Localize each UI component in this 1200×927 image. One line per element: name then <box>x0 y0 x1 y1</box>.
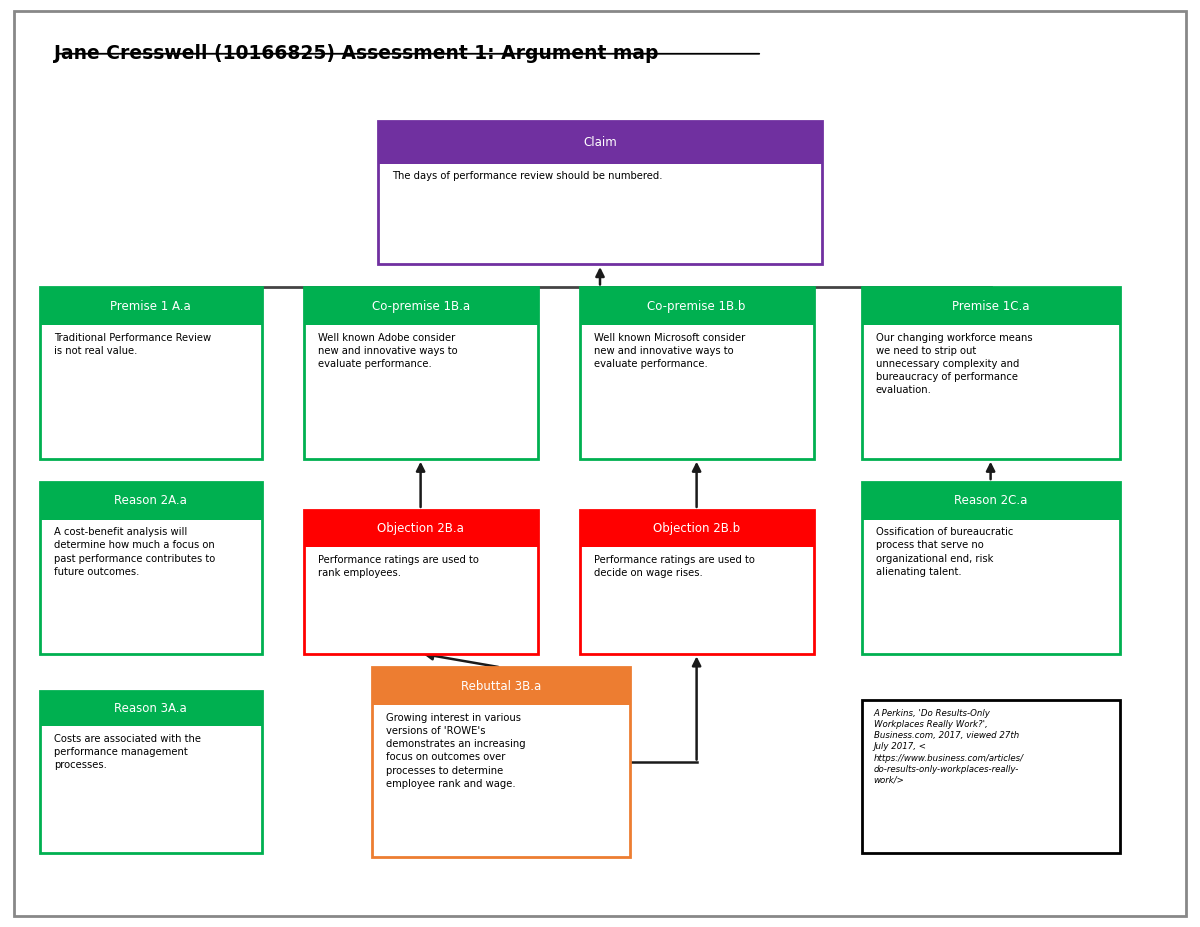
Text: Performance ratings are used to
decide on wage rises.: Performance ratings are used to decide o… <box>594 554 755 578</box>
Text: Performance ratings are used to
rank employees.: Performance ratings are used to rank emp… <box>318 554 479 578</box>
FancyBboxPatch shape <box>40 482 262 654</box>
Text: Traditional Performance Review
is not real value.: Traditional Performance Review is not re… <box>54 333 211 356</box>
Text: Growing interest in various
versions of 'ROWE's
demonstrates an increasing
focus: Growing interest in various versions of … <box>386 713 526 789</box>
Text: Claim: Claim <box>583 135 617 148</box>
FancyBboxPatch shape <box>40 691 262 853</box>
Text: Ossification of bureaucratic
process that serve no
organizational end, risk
alie: Ossification of bureaucratic process tha… <box>876 527 1013 577</box>
FancyBboxPatch shape <box>40 482 262 520</box>
Text: Well known Adobe consider
new and innovative ways to
evaluate performance.: Well known Adobe consider new and innova… <box>318 333 457 369</box>
FancyBboxPatch shape <box>862 700 1120 853</box>
FancyBboxPatch shape <box>862 287 1120 459</box>
Text: Well known Microsoft consider
new and innovative ways to
evaluate performance.: Well known Microsoft consider new and in… <box>594 333 745 369</box>
Text: Co-premise 1B.b: Co-premise 1B.b <box>648 299 745 312</box>
Text: Reason 2C.a: Reason 2C.a <box>954 494 1027 507</box>
FancyBboxPatch shape <box>580 510 814 547</box>
FancyBboxPatch shape <box>372 667 630 705</box>
Text: Reason 2A.a: Reason 2A.a <box>114 494 187 507</box>
FancyBboxPatch shape <box>304 287 538 459</box>
FancyBboxPatch shape <box>378 121 822 264</box>
Text: A Perkins, 'Do Results-Only
Workplaces Really Work?',
Business.com, 2017, viewed: A Perkins, 'Do Results-Only Workplaces R… <box>874 709 1024 785</box>
FancyBboxPatch shape <box>304 510 538 654</box>
FancyBboxPatch shape <box>862 482 1120 654</box>
FancyBboxPatch shape <box>580 510 814 654</box>
Text: Premise 1C.a: Premise 1C.a <box>952 299 1030 312</box>
FancyBboxPatch shape <box>580 287 814 459</box>
Text: Objection 2B.a: Objection 2B.a <box>377 522 464 535</box>
FancyBboxPatch shape <box>580 287 814 325</box>
Text: Premise 1 A.a: Premise 1 A.a <box>110 299 191 312</box>
FancyBboxPatch shape <box>304 287 538 325</box>
Text: Our changing workforce means
we need to strip out
unnecessary complexity and
bur: Our changing workforce means we need to … <box>876 333 1033 395</box>
Text: Co-premise 1B.a: Co-premise 1B.a <box>372 299 469 312</box>
FancyBboxPatch shape <box>862 482 1120 520</box>
FancyBboxPatch shape <box>372 667 630 857</box>
Text: Jane Cresswell (10166825) Assessment 1: Argument map: Jane Cresswell (10166825) Assessment 1: … <box>54 44 659 62</box>
Text: A cost-benefit analysis will
determine how much a focus on
past performance cont: A cost-benefit analysis will determine h… <box>54 527 215 577</box>
Text: Reason 3A.a: Reason 3A.a <box>114 702 187 715</box>
FancyBboxPatch shape <box>40 691 262 727</box>
Text: Costs are associated with the
performance management
processes.: Costs are associated with the performanc… <box>54 734 202 770</box>
Text: Rebuttal 3B.a: Rebuttal 3B.a <box>461 679 541 693</box>
Text: The days of performance review should be numbered.: The days of performance review should be… <box>392 171 662 181</box>
FancyBboxPatch shape <box>378 121 822 164</box>
FancyBboxPatch shape <box>40 287 262 459</box>
FancyBboxPatch shape <box>40 287 262 325</box>
FancyBboxPatch shape <box>304 510 538 547</box>
FancyBboxPatch shape <box>862 287 1120 325</box>
Text: Objection 2B.b: Objection 2B.b <box>653 522 740 535</box>
